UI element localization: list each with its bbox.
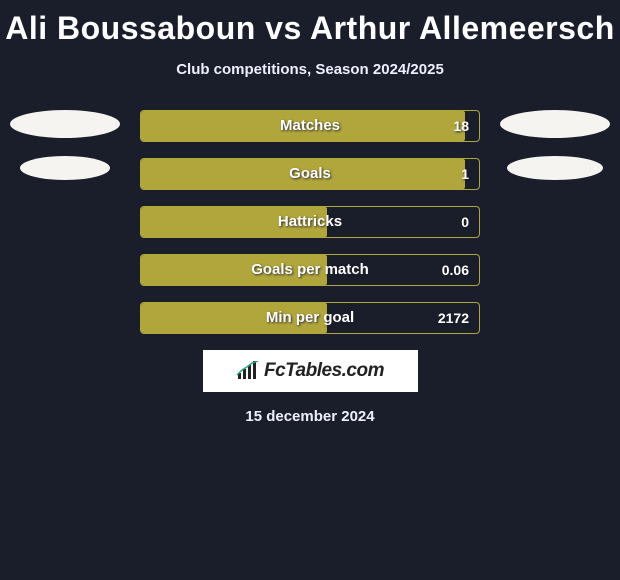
stat-value: 0.06 [442,255,469,285]
barchart-icon [236,361,260,381]
player-photo-placeholder [10,110,120,138]
stat-bar-fill [141,303,327,333]
logo-inner: FcTables.com [236,360,384,382]
stat-bar: Min per goal2172 [140,302,480,334]
comparison-card: Ali Boussaboun vs Arthur Allemeersch Clu… [0,0,620,580]
stat-value: 2172 [438,303,469,333]
player-photo-placeholder [20,156,110,180]
page-title: Ali Boussaboun vs Arthur Allemeersch [0,0,620,47]
stat-bar-fill [141,111,465,141]
content-area: Matches18 Goals1 Hattricks0 Goals per match… [0,110,620,425]
player-right-photos [490,110,620,198]
stat-value: 0 [461,207,469,237]
stat-bar-fill [141,159,465,189]
player-photo-placeholder [507,156,603,180]
stat-bar-fill [141,255,327,285]
player-left-photos [0,110,130,198]
stat-bar: Hattricks0 [140,206,480,238]
stat-bar: Matches18 [140,110,480,142]
source-logo[interactable]: FcTables.com [203,350,418,392]
stat-bar: Goals per match0.06 [140,254,480,286]
logo-text: FcTables.com [264,360,384,382]
stat-bars: Matches18 Goals1 Hattricks0 Goals per match… [140,110,480,334]
date-label: 15 december 2024 [0,408,620,425]
subtitle: Club competitions, Season 2024/2025 [0,61,620,78]
stat-bar-fill [141,207,327,237]
player-photo-placeholder [500,110,610,138]
stat-bar: Goals1 [140,158,480,190]
